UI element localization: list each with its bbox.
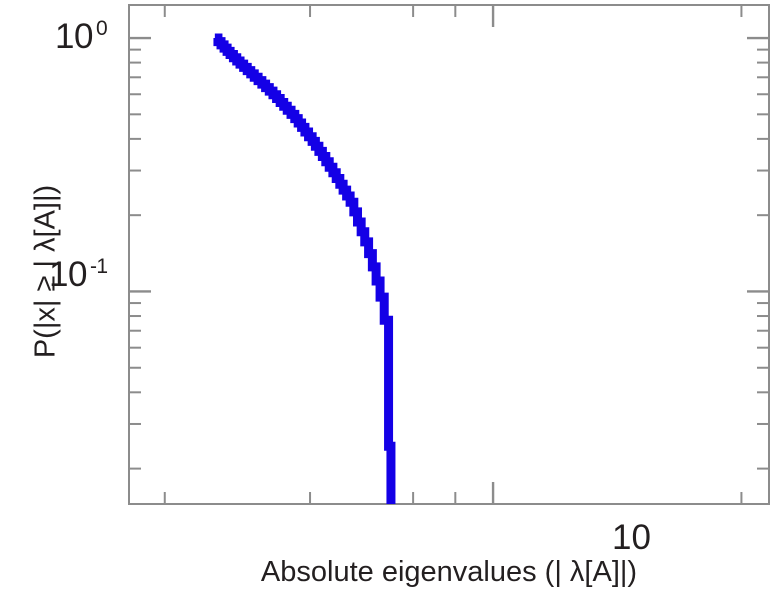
plot-area bbox=[128, 4, 770, 505]
x-tick-label-10: 10 bbox=[612, 518, 651, 557]
y-axis-title: P(|x| ≥ | λ[A]|) bbox=[29, 184, 62, 359]
x-axis-title: Absolute eigenvalues (| λ[A]|) bbox=[260, 556, 638, 588]
y-tick-label-1e0: 10 0 bbox=[55, 17, 108, 56]
y-tick-label-1e-1: 10 -1 bbox=[49, 255, 108, 294]
